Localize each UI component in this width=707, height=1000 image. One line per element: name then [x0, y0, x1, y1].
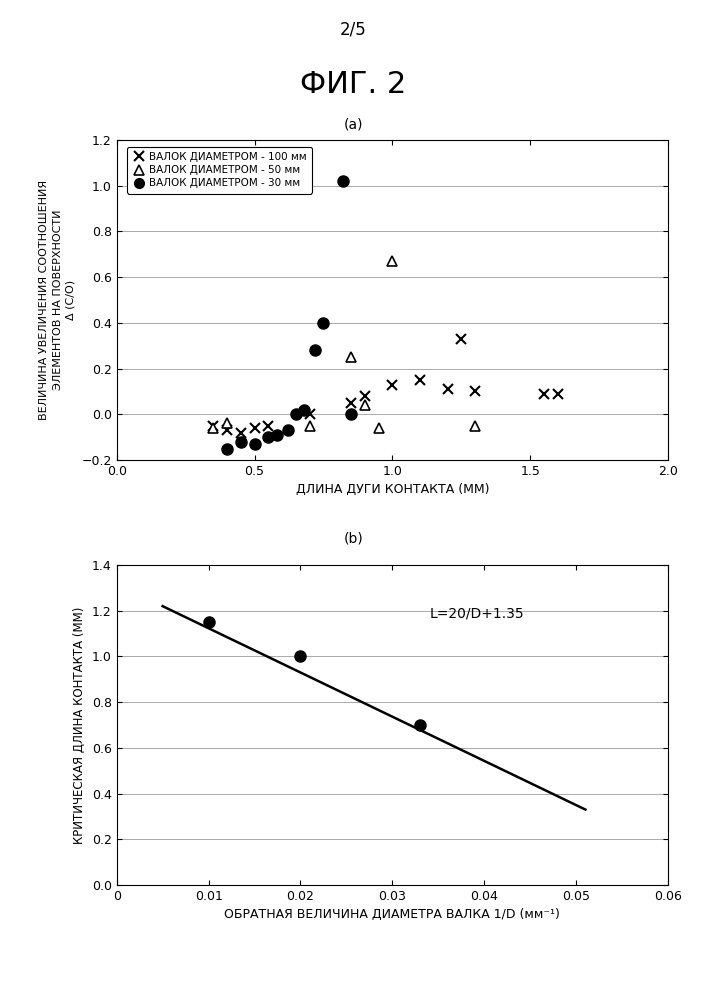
- Legend: ВАЛОК ДИАМЕТРОМ - 100 мм, ВАЛОК ДИАМЕТРОМ - 50 мм, ВАЛОК ДИАМЕТРОМ - 30 мм: ВАЛОК ДИАМЕТРОМ - 100 мм, ВАЛОК ДИАМЕТРО…: [127, 147, 312, 194]
- X-axis label: ОБРАТНАЯ ВЕЛИЧИНА ДИАМЕТРА ВАЛКА 1/D (мм⁻¹): ОБРАТНАЯ ВЕЛИЧИНА ДИАМЕТРА ВАЛКА 1/D (мм…: [224, 908, 561, 921]
- Y-axis label: ВЕЛИЧИНА УВЕЛИЧЕНИЯ СООТНОШЕНИЯ
ЭЛЕМЕНТОВ НА ПОВЕРХНОСТИ
Δ (С/О): ВЕЛИЧИНА УВЕЛИЧЕНИЯ СООТНОШЕНИЯ ЭЛЕМЕНТО…: [40, 180, 76, 420]
- Text: (a): (a): [344, 118, 363, 132]
- Y-axis label: КРИТИЧЕСКАЯ ДЛИНА КОНТАКТА (ММ): КРИТИЧЕСКАЯ ДЛИНА КОНТАКТА (ММ): [74, 606, 86, 844]
- Text: ФИГ. 2: ФИГ. 2: [300, 70, 407, 99]
- X-axis label: ДЛИНА ДУГИ КОНТАКТА (ММ): ДЛИНА ДУГИ КОНТАКТА (ММ): [296, 483, 489, 496]
- Text: 2/5: 2/5: [340, 20, 367, 38]
- Text: L=20/D+1.35: L=20/D+1.35: [429, 606, 524, 620]
- Text: (b): (b): [344, 532, 363, 546]
